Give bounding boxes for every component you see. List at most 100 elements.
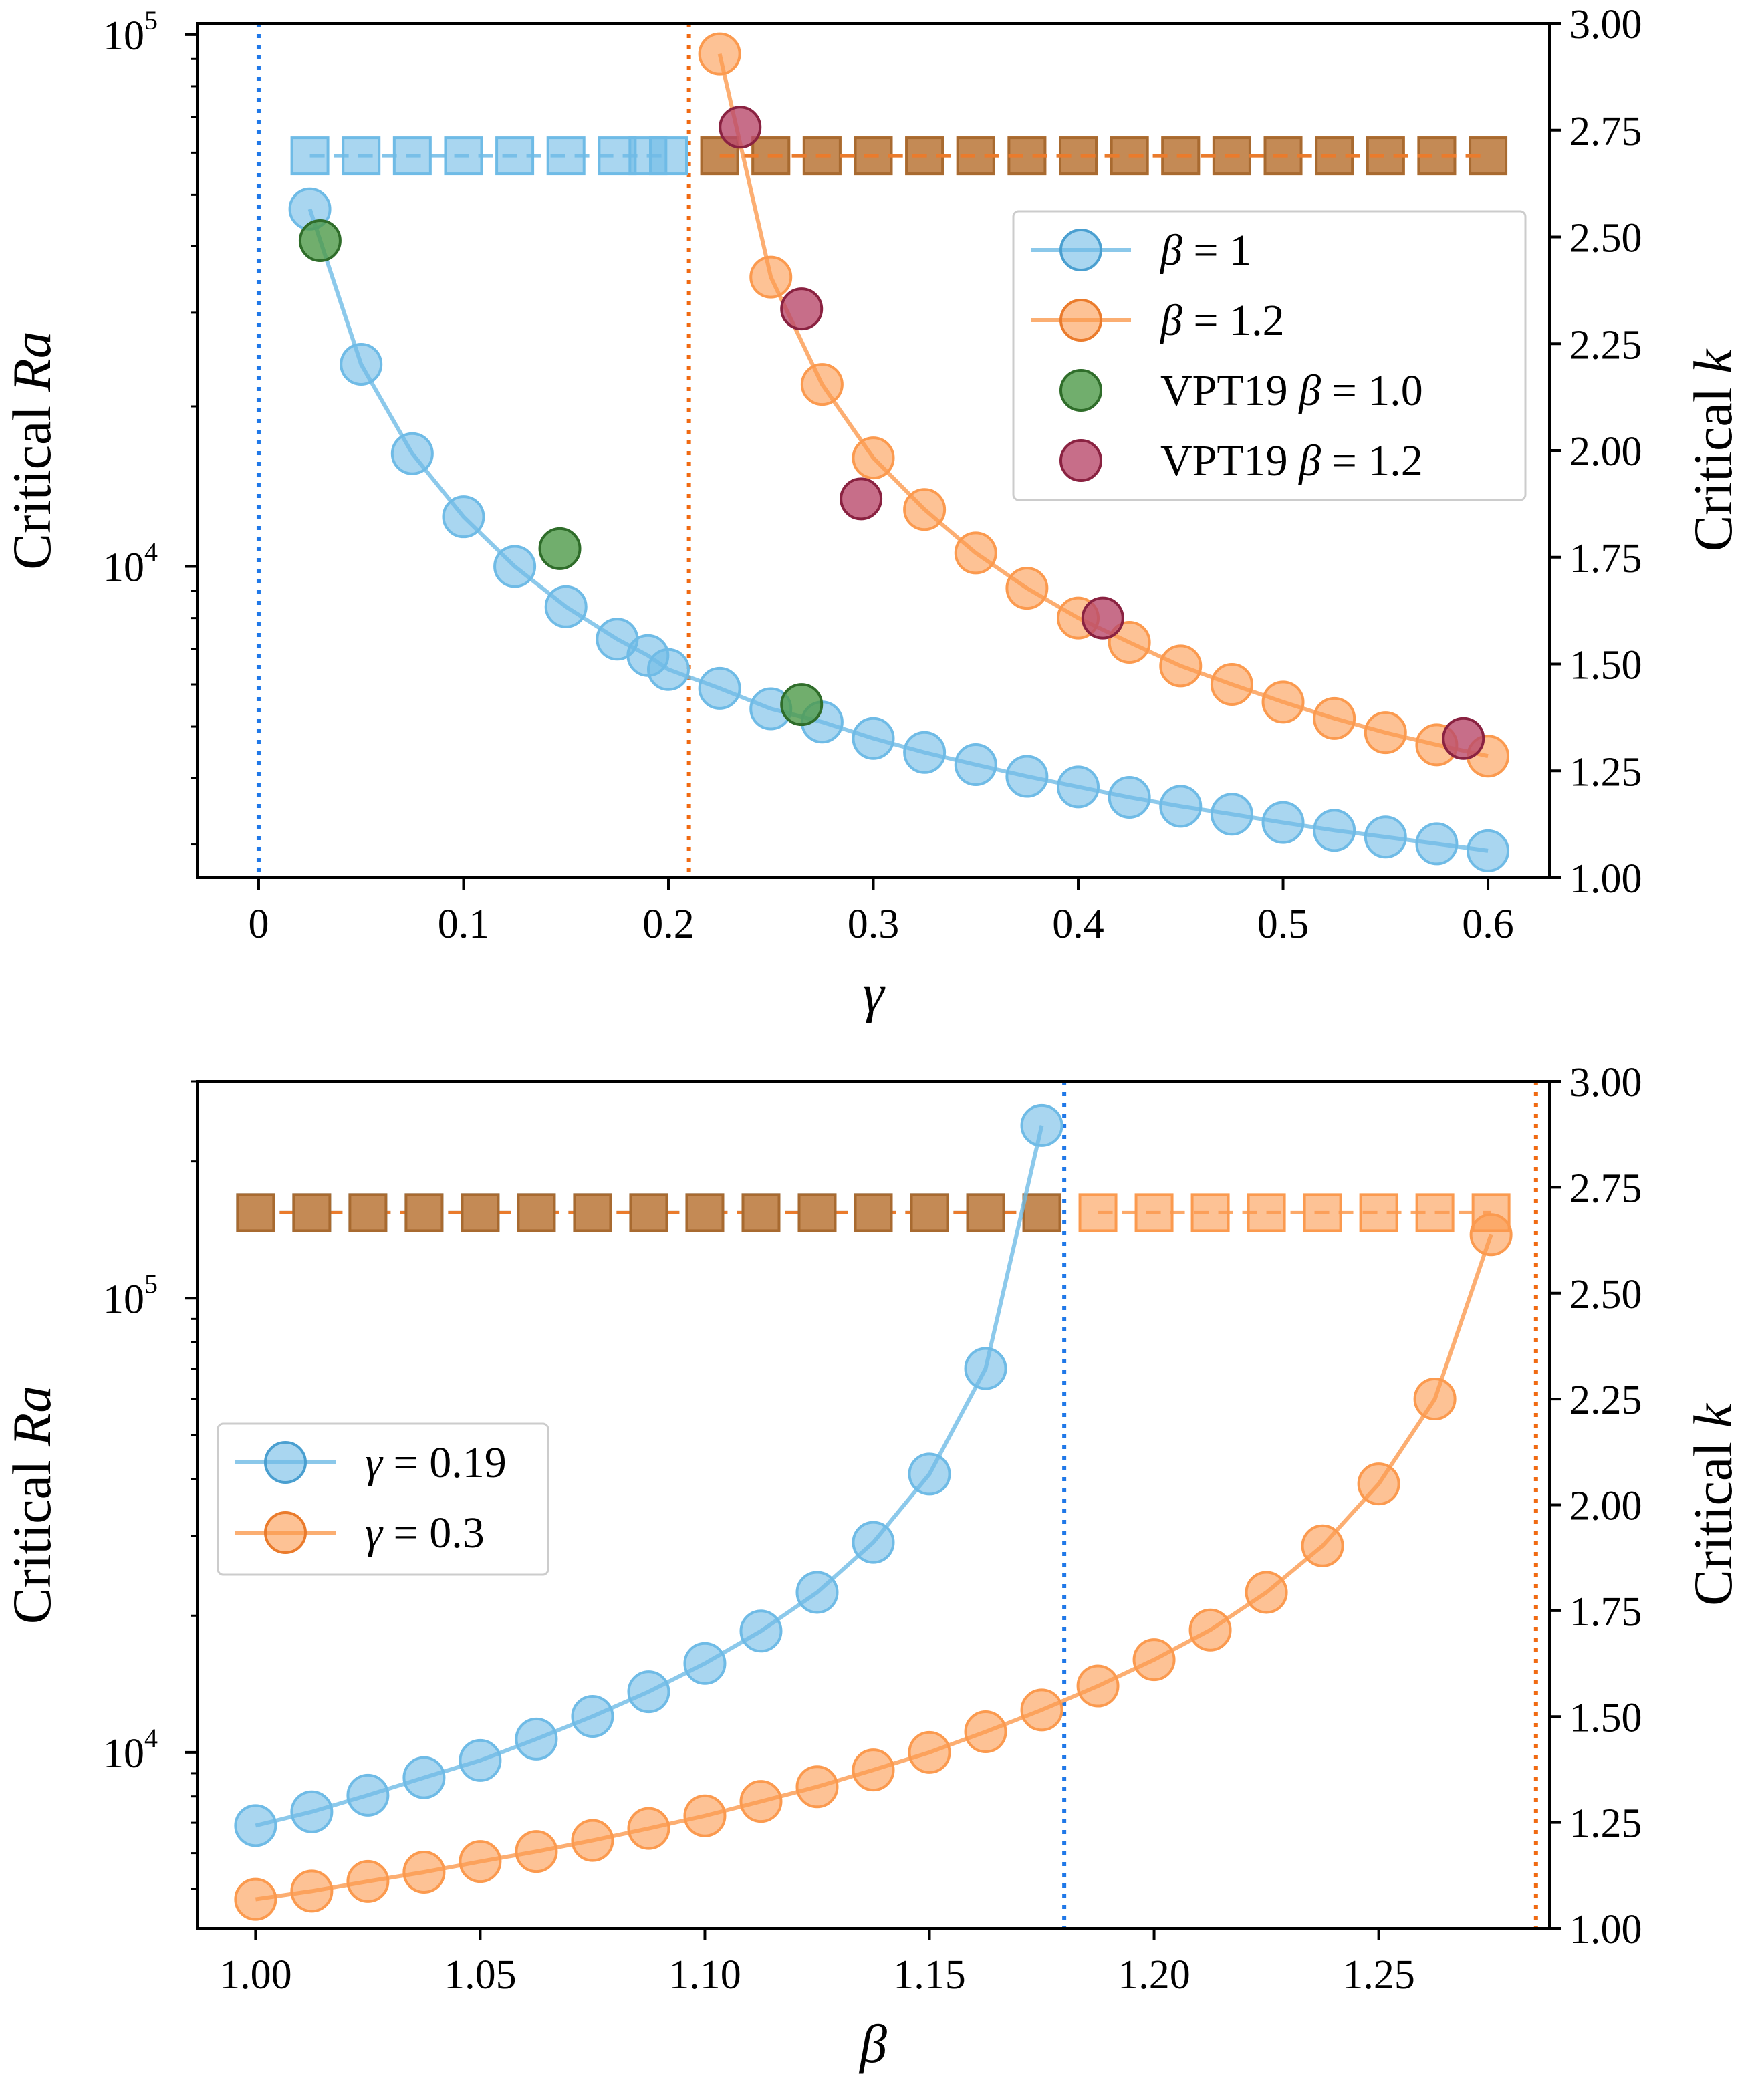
y2-tick-label: 1.50 — [1569, 1695, 1642, 1740]
ra-marker-0-19 — [1210, 793, 1253, 836]
legend-label: VPT19 β = 1.2 — [1160, 436, 1423, 485]
legend-box — [1012, 210, 1527, 501]
x-tick-label: 1.20 — [1118, 1952, 1190, 1998]
k-marker-0-3 — [444, 136, 483, 176]
ra-marker-1-6 — [571, 1819, 614, 1862]
ra-marker-1-4 — [903, 488, 947, 531]
ra-marker-0-13 — [903, 731, 947, 774]
legend-label-prefix: VPT19 — [1160, 436, 1299, 485]
y2-tick-label: 1.50 — [1569, 643, 1642, 688]
ra-marker-0-9 — [739, 1609, 783, 1653]
legend-marker — [1059, 299, 1102, 342]
x-tick-label: 1.15 — [893, 1952, 966, 1998]
ra-marker-1-2 — [346, 1859, 390, 1903]
legend: γ = 0.19γ = 0.3 — [217, 1422, 549, 1576]
k-marker-1-0 — [1078, 1193, 1118, 1232]
ra-marker-0-14 — [1020, 1103, 1063, 1147]
ra-marker-1-10 — [795, 1765, 839, 1809]
x-tick-label: 1.10 — [668, 1952, 741, 1998]
x-tick-label: 0.2 — [642, 902, 695, 947]
ra-marker-1-8 — [1108, 621, 1151, 664]
ra-marker-1-21 — [1413, 1378, 1457, 1421]
vpt19-marker-0-2 — [780, 683, 824, 727]
ra-marker-0-7 — [627, 1670, 670, 1714]
legend: β = 1 β = 1.2 VPT19 β = 1.0 VPT19 β = 1.2 — [1012, 210, 1527, 501]
ra-marker-1-9 — [739, 1780, 783, 1823]
ra-marker-0-6 — [571, 1695, 614, 1738]
vpt19-marker-0-0 — [298, 219, 342, 262]
x-tick-label: 0.6 — [1462, 902, 1514, 947]
y-axis-title-var: Ra — [1, 1386, 62, 1447]
y2-tick-label: 1.00 — [1569, 856, 1642, 902]
ra-marker-0-20 — [1261, 801, 1305, 844]
k-marker-1-2 — [1190, 1193, 1230, 1232]
k-marker-0-8 — [648, 136, 688, 176]
ra-marker-0-1 — [340, 342, 383, 386]
ra-marker-1-0 — [234, 1877, 277, 1921]
ra-marker-1-18 — [1245, 1571, 1288, 1614]
vpt19-marker-1-2 — [840, 477, 883, 521]
ra-marker-0-15 — [1005, 755, 1049, 798]
y-axis-title: Critical Ra — [1, 1386, 62, 1625]
y2-tick-label: 1.25 — [1569, 1801, 1642, 1847]
y-tick-exponent: 4 — [144, 537, 158, 567]
ra-marker-0-8 — [683, 1642, 727, 1685]
ra-marker-0-3 — [442, 495, 485, 539]
y-tick-exponent: 5 — [144, 1269, 158, 1299]
k-marker-overlap-4 — [461, 1193, 500, 1232]
legend-label-symbol: β — [1297, 436, 1321, 485]
legend-label-value: = 1.0 — [1321, 366, 1423, 415]
y2-axis-title-text: Critical — [1682, 374, 1743, 551]
k-marker-overlap-5 — [517, 1193, 556, 1232]
k-marker-1-4 — [1303, 1193, 1342, 1232]
top-chart-panel: 0 0.1 0.2 0.3 0.4 0.5 0.61041051.001.251.501.7… — [1, 2, 1743, 1023]
ra-marker-1-4 — [459, 1840, 502, 1883]
y-tick-base: 10 — [103, 13, 144, 59]
vpt19-marker-1-1 — [780, 287, 824, 331]
k-marker-overlap-11 — [854, 1193, 893, 1232]
y2-axis-title: Critical k — [1682, 1402, 1743, 1605]
k-marker-shared-11 — [1263, 136, 1303, 176]
x-tick-label: 0.3 — [848, 902, 900, 947]
ra-marker-1-16 — [1132, 1638, 1176, 1682]
ra-marker-1-3 — [402, 1850, 446, 1894]
ra-marker-1-12 — [1313, 696, 1356, 740]
x-tick-label: 1.00 — [219, 1952, 292, 1998]
legend-marker — [264, 1511, 307, 1554]
y2-axis-title-var: k — [1682, 348, 1743, 374]
ra-marker-0-14 — [954, 743, 997, 787]
ra-marker-1-1 — [749, 255, 793, 299]
ra-marker-1-8 — [683, 1794, 727, 1837]
y-tick-label: 105 — [103, 5, 158, 59]
ra-marker-0-0 — [234, 1804, 277, 1847]
y2-tick-label: 1.25 — [1569, 749, 1642, 795]
ra-marker-0-5 — [515, 1717, 558, 1761]
k-marker-overlap-2 — [348, 1193, 388, 1232]
y2-tick-label: 2.00 — [1569, 1484, 1642, 1529]
ra-marker-1-15 — [1076, 1664, 1120, 1708]
ra-marker-0-24 — [1467, 829, 1510, 872]
y2-tick-label: 2.25 — [1569, 322, 1642, 368]
vpt19-marker-1-3 — [1081, 596, 1124, 640]
y-tick-exponent: 5 — [144, 5, 158, 35]
x-tick-label: 0.4 — [1052, 902, 1104, 947]
k-marker-overlap-7 — [629, 1193, 668, 1232]
ra-marker-1-1 — [290, 1869, 334, 1913]
legend-marker — [1059, 229, 1102, 271]
ra-marker-1-9 — [1159, 644, 1203, 688]
ra-marker-0-17 — [1108, 775, 1151, 819]
ra-marker-1-14 — [1020, 1688, 1063, 1732]
ra-marker-0-4 — [459, 1738, 502, 1782]
legend-label-symbol: β — [1159, 296, 1182, 345]
y2-tick-label: 3.00 — [1569, 2, 1642, 47]
ra-marker-0-1 — [290, 1790, 334, 1833]
legend-label: γ = 0.19 — [365, 1438, 507, 1487]
y2-axis-title-var: k — [1682, 1402, 1743, 1428]
ra-marker-0-10 — [795, 1571, 839, 1614]
legend-marker — [1059, 369, 1102, 412]
legend-label-value: = 1 — [1182, 226, 1251, 275]
x-tick-label: 0.5 — [1257, 902, 1309, 947]
legend-label: β = 1 — [1159, 226, 1251, 275]
ra-marker-1-22 — [1469, 1213, 1513, 1257]
legend-label: β = 1.2 — [1159, 296, 1285, 345]
